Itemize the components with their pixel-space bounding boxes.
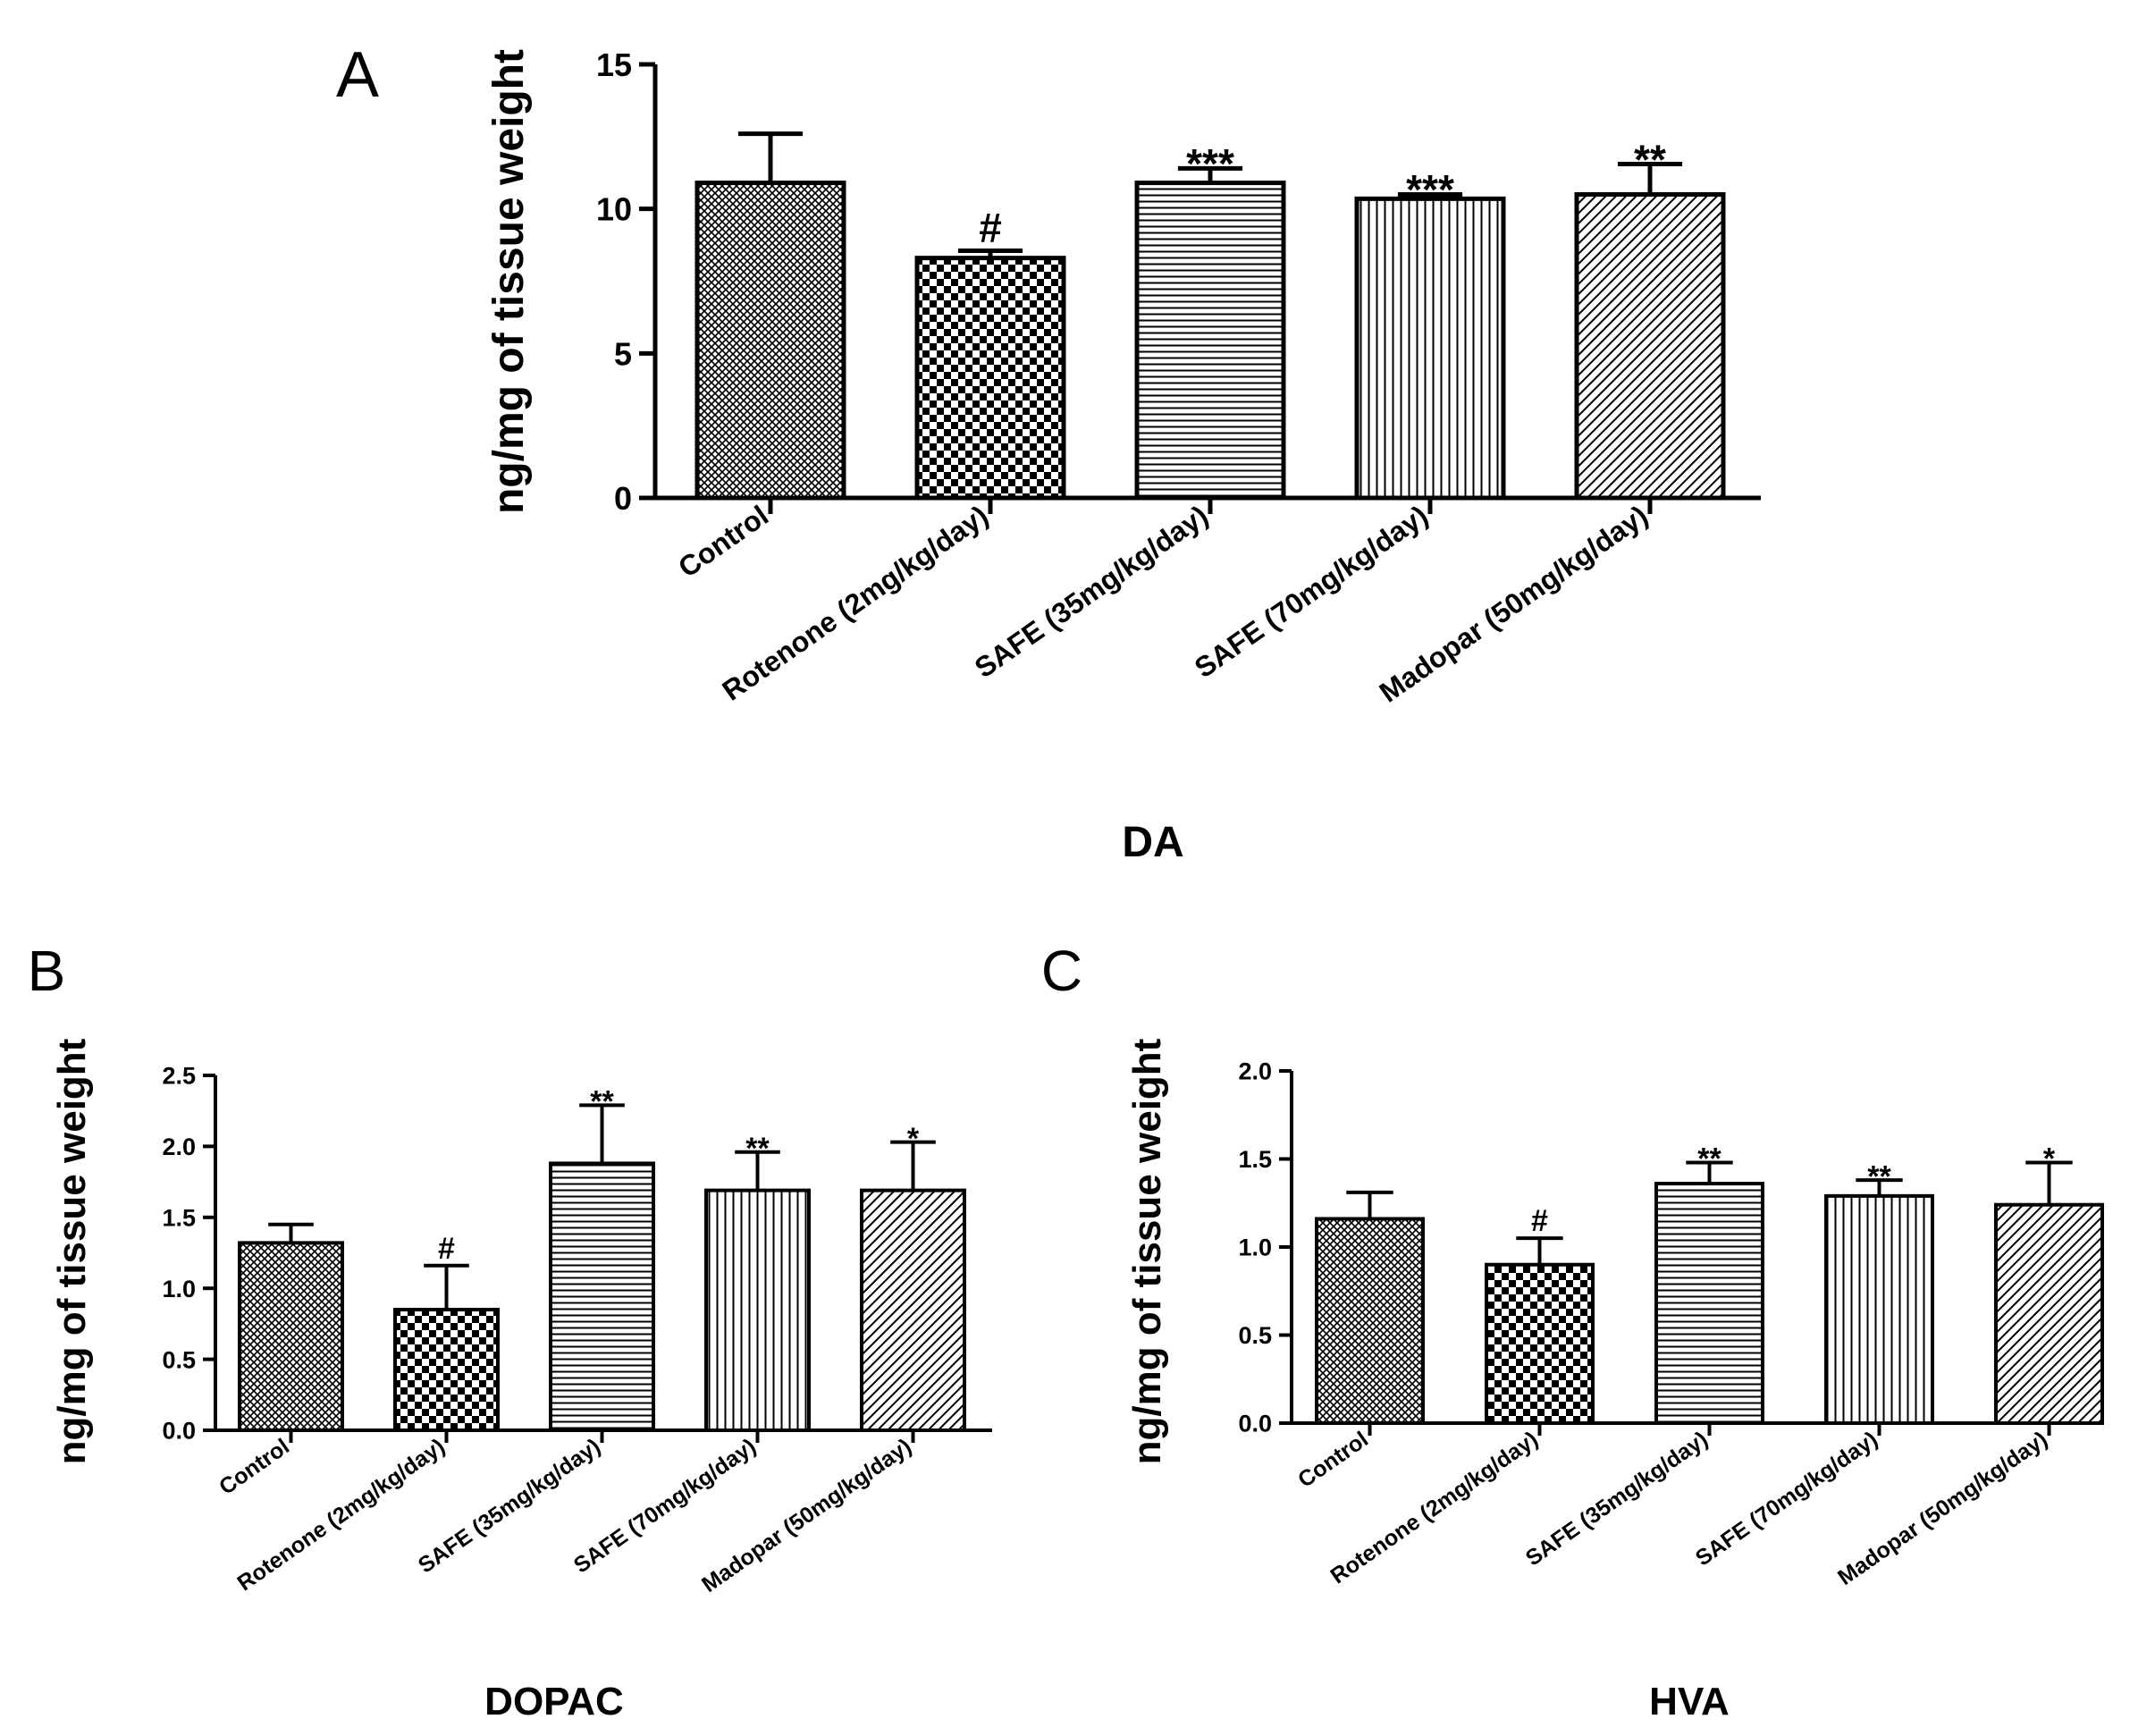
x-tick-label: SAFE (35mg/kg/day) [969,499,1214,684]
y-tick-label: 15 [596,46,632,83]
y-axis-title: ng/mg of tissue weight [1125,1038,1169,1464]
y-tick-label: 2.5 [162,1063,196,1090]
x-tick-label: SAFE (35mg/kg/day) [1521,1427,1713,1572]
bar [1654,1182,1764,1425]
bar [393,1308,500,1433]
y-tick-label: 1.5 [1238,1146,1272,1173]
panel-label: A [336,39,379,111]
significance-label: * [907,1122,920,1156]
y-tick-label: 1.5 [162,1205,196,1232]
y-tick-label: 2.0 [162,1133,196,1160]
bar [704,1188,811,1433]
significance-label: # [1531,1204,1548,1238]
bar [694,181,846,501]
x-tick-label: Control [672,499,774,584]
x-tick-label: Control [215,1434,294,1500]
significance-label: ** [1867,1159,1891,1193]
bar [914,256,1066,501]
bar [1354,196,1506,501]
x-tick-label: Control [1293,1427,1373,1493]
significance-label: ** [1697,1142,1721,1176]
x-tick-label: SAFE (70mg/kg/day) [1691,1427,1882,1572]
significance-label: ** [745,1132,770,1166]
significance-label: *** [1406,166,1454,213]
bar [860,1188,966,1433]
significance-label: * [2043,1142,2056,1176]
significance-label: ** [1634,136,1666,182]
bar [1574,192,1726,501]
panel-c-hva: 0.0 0.5 1.0 1.5 2.0 ng/mg of tissue weight Con… [1041,939,2104,1723]
y-tick-label: 0.5 [162,1346,196,1373]
y-axis-title: ng/mg of tissue weight [485,49,533,514]
y-tick-label: 0 [614,480,632,517]
significance-label: # [438,1232,455,1266]
bar [549,1161,655,1433]
panel-b-dopac: 0.0 0.5 1.0 1.5 2.0 2.5 ng/mg of tissue weight… [28,939,992,1723]
y-tick-label: 2.0 [1238,1058,1272,1085]
y-tick-label: 0.0 [162,1418,196,1445]
bar [1485,1262,1595,1425]
panel-label: B [28,939,66,1003]
y-axis-title: ng/mg of tissue weight [50,1038,94,1464]
significance-label: ** [590,1085,614,1119]
y-tick-label: 1.0 [162,1276,196,1302]
x-axis-title: DOPAC [484,1680,624,1723]
bar [1994,1202,2104,1425]
bar [1134,181,1286,501]
panel-label: C [1041,939,1082,1003]
y-tick-label: 10 [596,191,632,228]
bar [1824,1193,1934,1425]
bar [238,1241,344,1433]
x-tick-label: SAFE (70mg/kg/day) [1189,499,1434,684]
y-tick-label: 0.0 [1238,1411,1272,1437]
x-axis-title: HVA [1649,1680,1730,1723]
x-axis-title: DA [1122,819,1183,866]
y-tick-label: 1.0 [1238,1235,1272,1261]
significance-label: # [979,205,1002,251]
y-tick-label: 5 [614,335,632,372]
y-tick-label: 0.5 [1238,1322,1272,1349]
significance-label: *** [1186,140,1234,187]
bar [1315,1217,1425,1425]
